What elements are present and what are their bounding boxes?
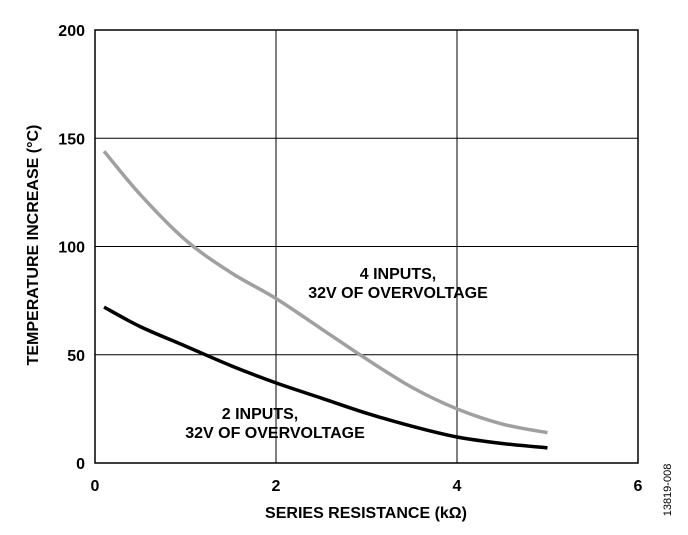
series-group [102,150,548,450]
y-tick-label: 150 [58,131,85,148]
x-axis-label: SERIES RESISTANCE (kΩ) [265,505,467,522]
series-line-2-inputs [103,305,548,450]
y-axis-label: TEMPERATURE INCREASE (°C) [25,125,42,366]
y-tick-label: 50 [67,348,85,365]
tick-labels: 0 2 4 6 0 50 100 150 200 [58,23,642,495]
annotation-4-inputs-line2: 32V OF OVERVOLTAGE [308,285,488,302]
figure-id: 13819-008 [662,464,674,517]
x-tick-label: 2 [272,478,281,495]
plot-frame [94,29,639,464]
x-tick-label: 0 [91,478,100,495]
y-tick-label: 200 [58,23,85,40]
y-tick-label: 0 [76,456,85,473]
annotation-4-inputs-line1: 4 INPUTS, [360,266,436,283]
grid-lines [95,30,638,463]
annotation-2-inputs-line2: 32V OF OVERVOLTAGE [185,425,365,442]
annotation-2-inputs-line1: 2 INPUTS, [222,406,298,423]
x-tick-label: 6 [634,478,643,495]
series-line-4-inputs [102,150,548,435]
y-tick-label: 100 [58,240,85,257]
x-tick-label: 4 [453,478,462,495]
